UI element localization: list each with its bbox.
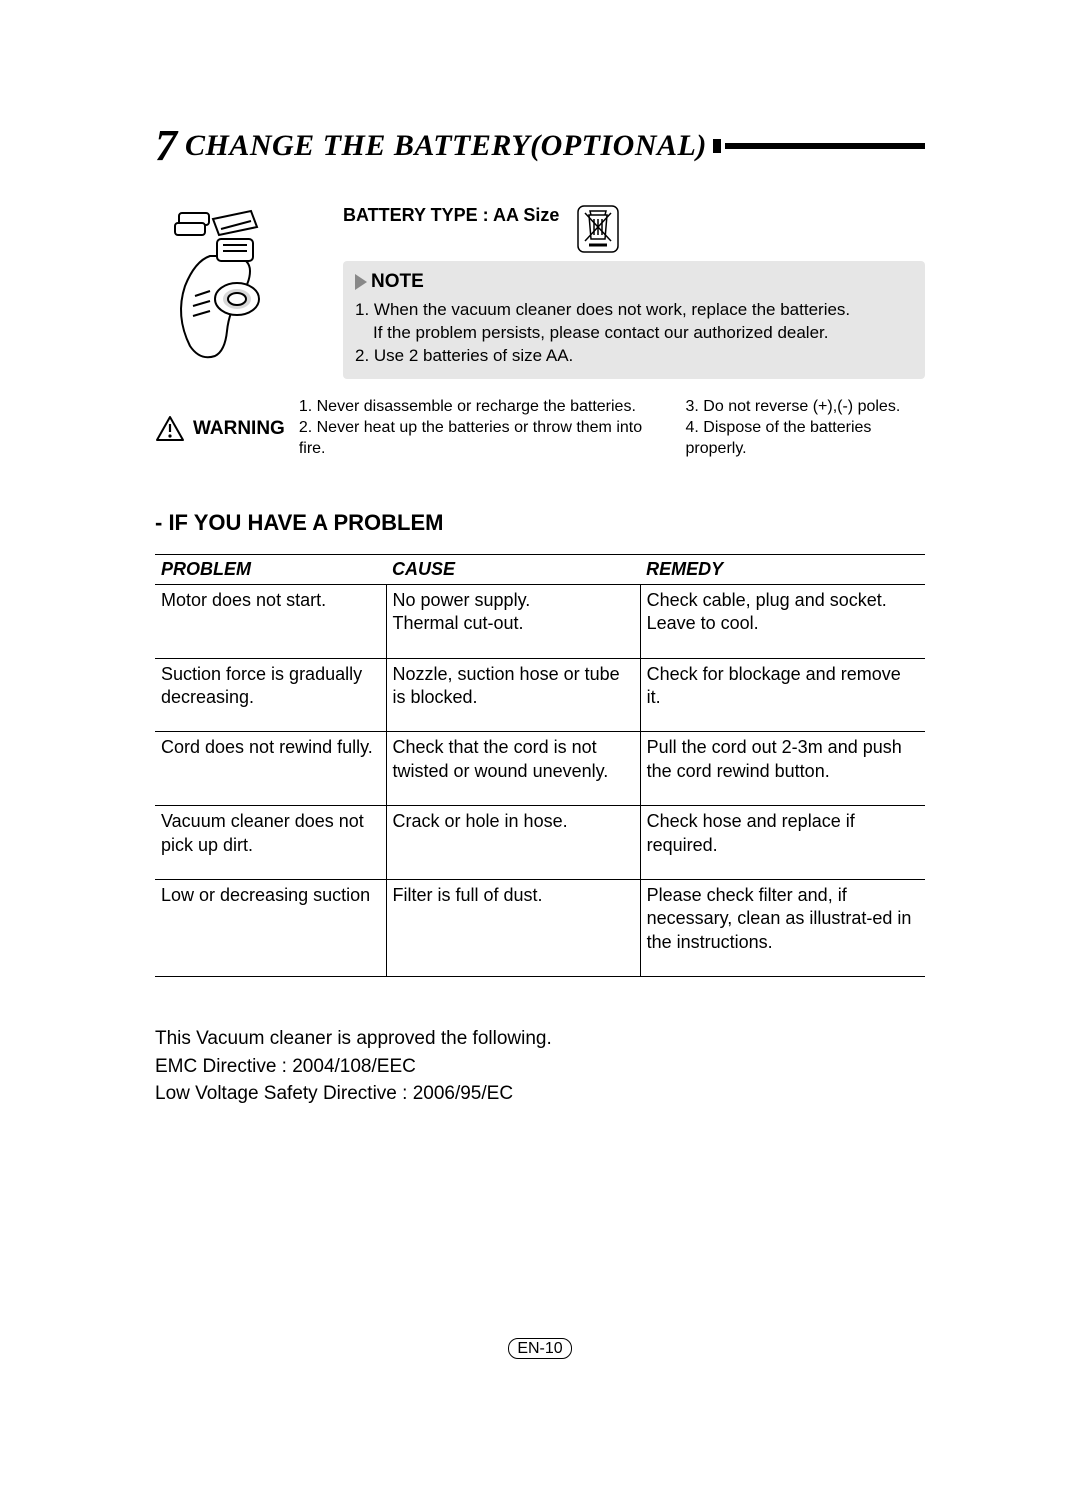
table-cell: Filter is full of dust.: [386, 879, 640, 976]
table-header-problem: PROBLEM: [155, 554, 386, 584]
note-arrow-icon: [355, 274, 367, 290]
table-cell: Check for blockage and remove it.: [640, 658, 925, 732]
directives-block: This Vacuum cleaner is approved the foll…: [155, 1025, 925, 1108]
table-row: Cord does not rewind fully.Check that th…: [155, 732, 925, 806]
troubleshoot-body: Motor does not start.No power supply.The…: [155, 584, 925, 976]
warning-item: 2. Never heat up the batteries or throw …: [299, 418, 656, 460]
table-row: Suction force is gradually decreasing.No…: [155, 658, 925, 732]
warning-block: WARNING 1. Never disassemble or recharge…: [155, 397, 925, 459]
table-cell: Suction force is gradually decreasing.: [155, 658, 386, 732]
table-cell: Low or decreasing suction: [155, 879, 386, 976]
table-header-cause: CAUSE: [386, 554, 640, 584]
note-line: 1. When the vacuum cleaner does not work…: [355, 299, 913, 322]
warning-triangle-icon: [155, 415, 185, 443]
troubleshoot-heading: - IF YOU HAVE A PROBLEM: [155, 510, 925, 536]
directive-line: This Vacuum cleaner is approved the foll…: [155, 1025, 925, 1053]
note-line: 2. Use 2 batteries of size AA.: [355, 345, 913, 368]
table-row: Low or decreasing suctionFilter is full …: [155, 879, 925, 976]
battery-block: BATTERY TYPE : AA Size: [155, 201, 925, 379]
table-cell: Cord does not rewind fully.: [155, 732, 386, 806]
troubleshoot-table: PROBLEM CAUSE REMEDY Motor does not star…: [155, 554, 925, 977]
warning-col-2: 3. Do not reverse (+),(-) poles. 4. Disp…: [686, 397, 925, 459]
table-row: Vacuum cleaner does not pick up dirt.Cra…: [155, 806, 925, 880]
battery-type-label: BATTERY TYPE : AA Size: [343, 205, 559, 226]
section-number: 7: [155, 120, 177, 171]
warning-item: 3. Do not reverse (+),(-) poles.: [686, 397, 925, 418]
warning-item: 1. Never disassemble or recharge the bat…: [299, 397, 656, 418]
table-cell: Nozzle, suction hose or tube is blocked.: [386, 658, 640, 732]
table-cell: Pull the cord out 2-3m and push the cord…: [640, 732, 925, 806]
table-cell: Check hose and replace if required.: [640, 806, 925, 880]
table-cell: Vacuum cleaner does not pick up dirt.: [155, 806, 386, 880]
table-cell: Check that the cord is not twisted or wo…: [386, 732, 640, 806]
title-decor-bar: [725, 143, 925, 149]
table-cell: Motor does not start.: [155, 584, 386, 658]
page-number: EN-10: [508, 1338, 571, 1359]
note-title: NOTE: [371, 269, 424, 295]
note-box: NOTE 1. When the vacuum cleaner does not…: [343, 261, 925, 379]
page-number-container: EN-10: [0, 1340, 1080, 1358]
directive-line: Low Voltage Safety Directive : 2006/95/E…: [155, 1080, 925, 1108]
table-cell: Please check filter and, if necessary, c…: [640, 879, 925, 976]
table-header-remedy: REMEDY: [640, 554, 925, 584]
warning-col-1: 1. Never disassemble or recharge the bat…: [299, 397, 656, 459]
table-cell: No power supply.Thermal cut-out.: [386, 584, 640, 658]
table-cell: Crack or hole in hose.: [386, 806, 640, 880]
table-row: Motor does not start.No power supply.The…: [155, 584, 925, 658]
warning-label: WARNING: [193, 418, 285, 440]
warning-item: 4. Dispose of the batteries properly.: [686, 418, 925, 460]
table-cell: Check cable, plug and socket.Leave to co…: [640, 584, 925, 658]
crossed-bin-icon: [577, 205, 619, 253]
directive-line: EMC Directive : 2004/108/EEC: [155, 1053, 925, 1081]
section-header: 7 CHANGE THE BATTERY(OPTIONAL): [155, 120, 925, 171]
title-decor-square: [713, 139, 721, 153]
section-title: CHANGE THE BATTERY(OPTIONAL): [185, 129, 707, 163]
battery-info: BATTERY TYPE : AA Size: [343, 201, 925, 379]
manual-page: 7 CHANGE THE BATTERY(OPTIONAL): [155, 120, 925, 1108]
note-line: If the problem persists, please contact …: [355, 322, 913, 345]
battery-handle-illustration: [155, 201, 325, 371]
